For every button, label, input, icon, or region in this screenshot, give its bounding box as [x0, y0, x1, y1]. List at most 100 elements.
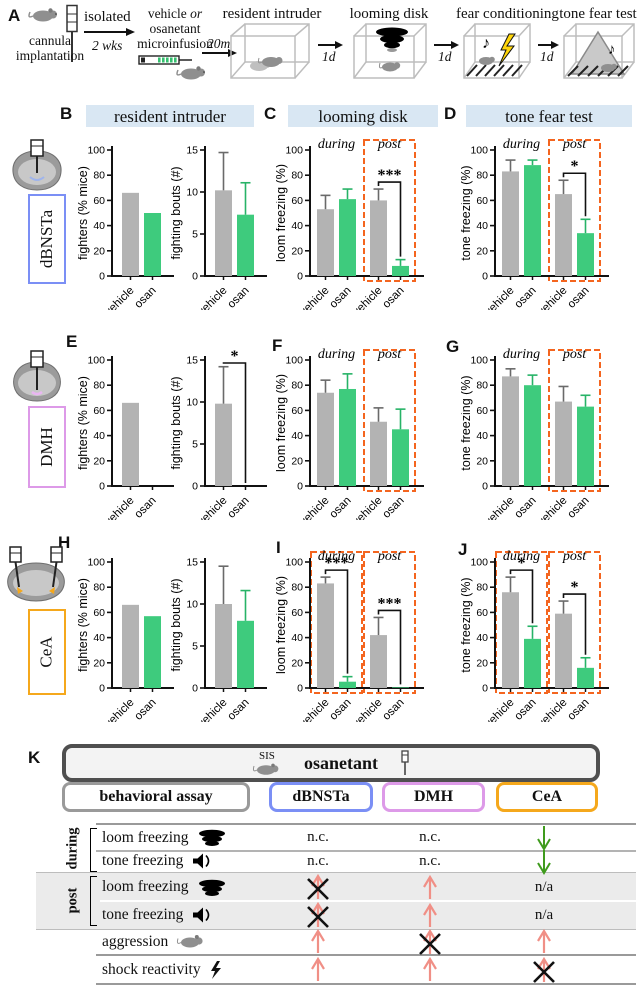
down-arrow-green-icon — [537, 849, 551, 875]
svg-text:post: post — [562, 550, 587, 564]
or-word: or — [190, 6, 203, 21]
header-resident-intruder: resident intruder — [86, 105, 254, 127]
mouse-icon — [378, 62, 401, 72]
panel-letter-a: A — [8, 6, 21, 25]
panel-letter-d: D — [444, 104, 457, 123]
up-arrow-pink-icon — [311, 928, 325, 953]
svg-text:osan: osan — [381, 285, 407, 310]
k-cell-cea: n/a — [509, 874, 579, 900]
svg-text:5: 5 — [192, 229, 198, 241]
region-label-dmh: DMH — [28, 406, 66, 488]
svg-text:vehicle: vehicle — [536, 495, 570, 520]
svg-text:100: 100 — [285, 557, 303, 569]
mouse-icon — [177, 935, 203, 948]
divider-line — [100, 900, 636, 902]
chart-e-bouts: 0 5 10 15 fighting bouts (#) vehicle osan * — [169, 348, 269, 528]
svg-text:osan: osan — [566, 285, 592, 310]
panel-k-summary: K SIS osanetant behavioral assay dBNSTa — [0, 740, 640, 1001]
svg-text:vehicle: vehicle — [103, 697, 137, 722]
t1d-label: 1d — [540, 49, 554, 64]
row-dbnsta: B resident intruder C looming disk D ton… — [0, 103, 640, 318]
k-row-label-text: loom freezing — [102, 878, 189, 895]
svg-text:*: * — [571, 158, 579, 175]
brain-schematic-dmh-icon — [13, 350, 61, 402]
k-cell-text: n.c. — [307, 852, 329, 869]
svg-text:vehicle: vehicle — [298, 697, 332, 722]
cage-fear-conditioning-icon: ♪ — [463, 23, 531, 79]
k-cell-dbnsta — [283, 873, 353, 900]
chart-g-tone-freezing: 0 20 40 60 80 100 tone freezing (%) vehicle osan… — [459, 347, 611, 528]
mouse-icon — [176, 66, 205, 80]
k-cell-cea: n/a — [509, 902, 579, 928]
svg-text:osan: osan — [328, 285, 354, 310]
svg-text:100: 100 — [87, 557, 105, 569]
floor-stripes — [466, 64, 523, 77]
arrow-icon — [434, 41, 459, 49]
k-row-label-text: shock reactivity — [102, 960, 201, 978]
osanetant-word: osanetant — [149, 21, 201, 37]
svg-text:0: 0 — [99, 271, 105, 283]
k-row-label: loom freezing — [102, 825, 227, 850]
svg-text:fighters (% mice): fighters (% mice) — [78, 376, 90, 470]
svg-text:vehicle: vehicle — [196, 495, 230, 520]
svg-text:vehicle: vehicle — [298, 495, 332, 520]
svg-text:osan: osan — [513, 495, 539, 520]
k-cell-text: n.c. — [307, 829, 329, 845]
svg-text:100: 100 — [285, 355, 303, 367]
k-cell-dbnsta — [283, 928, 353, 954]
svg-text:post: post — [377, 138, 402, 152]
t1d-label: 1d — [322, 49, 336, 64]
svg-text:15: 15 — [186, 557, 198, 569]
svg-text:***: *** — [378, 595, 402, 612]
svg-text:vehicle: vehicle — [103, 495, 137, 520]
svg-text:vehicle: vehicle — [351, 495, 385, 520]
k-row-label: aggression — [102, 929, 206, 954]
svg-text:loom freezing (%): loom freezing (%) — [276, 164, 288, 262]
stage-title: fear conditioning — [456, 6, 559, 22]
svg-text:osan: osan — [513, 697, 539, 722]
looming-disk-icon — [198, 829, 225, 846]
speaker-icon — [193, 907, 210, 923]
row-dmh: E F G DMH 0 20 40 60 80 100 fighters (% mice) v… — [0, 318, 640, 528]
chart-e-fighters: 0 20 40 60 80 100 fighters (% mice) vehicle osan — [76, 348, 176, 528]
svg-text:osan: osan — [133, 285, 159, 310]
svg-text:osan: osan — [133, 495, 159, 520]
t20m-label: 20m — [207, 36, 231, 51]
region-label-cea: CeA — [28, 609, 66, 695]
weeks-label: 2 wks — [92, 38, 123, 53]
crossed-out-up-arrow-icon — [533, 956, 555, 983]
svg-text:10: 10 — [186, 397, 198, 409]
mouse-icon — [601, 63, 617, 72]
k-region-dmh-box: DMH — [382, 782, 485, 812]
svg-text:20: 20 — [291, 455, 303, 467]
svg-text:during: during — [318, 348, 355, 362]
svg-text:80: 80 — [476, 380, 488, 392]
k-row-label-text: aggression — [102, 932, 169, 950]
panel-letter-k: K — [28, 748, 41, 767]
svg-text:0: 0 — [192, 481, 198, 493]
svg-text:60: 60 — [476, 195, 488, 207]
svg-text:during: during — [318, 138, 355, 152]
svg-text:80: 80 — [93, 380, 105, 392]
svg-text:osan: osan — [328, 495, 354, 520]
svg-text:5: 5 — [192, 439, 198, 451]
svg-text:80: 80 — [291, 170, 303, 182]
svg-text:0: 0 — [482, 481, 488, 493]
svg-text:40: 40 — [476, 632, 488, 644]
sis-label: SIS — [259, 749, 275, 762]
svg-text:vehicle: vehicle — [536, 285, 570, 310]
k-row-loom-freezing: loom freezing n/a — [0, 873, 640, 900]
svg-text:40: 40 — [93, 220, 105, 232]
svg-text:0: 0 — [192, 683, 198, 695]
svg-text:vehicle: vehicle — [351, 697, 385, 722]
cannula-icon — [401, 750, 409, 775]
lightning-icon — [498, 33, 516, 67]
svg-text:osan: osan — [226, 697, 252, 722]
panel-letter-c: C — [264, 104, 277, 123]
svg-text:20: 20 — [93, 455, 105, 467]
svg-text:40: 40 — [291, 220, 303, 232]
